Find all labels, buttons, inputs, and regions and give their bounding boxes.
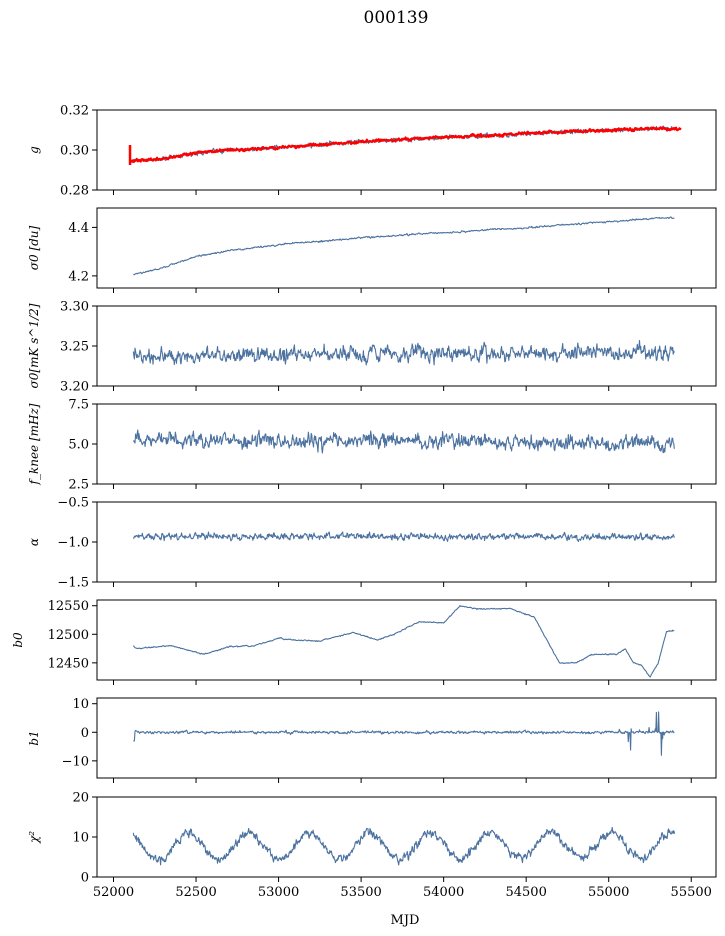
x-tick-label: 54500 <box>505 885 546 900</box>
series-line-chi2 <box>132 826 676 866</box>
figure-title: 000139 <box>364 8 429 28</box>
y-tick-label: 10 <box>72 697 89 712</box>
x-tick-label: 52500 <box>175 885 216 900</box>
series-line-sigma0-mk <box>132 340 675 366</box>
x-tick-label: 55500 <box>671 885 712 900</box>
x-tick-label: 52000 <box>93 885 134 900</box>
x-tick-label: 53000 <box>258 885 299 900</box>
y-tick-label: 4.2 <box>68 269 89 284</box>
y-tick-label: 7.5 <box>68 398 89 413</box>
y-tick-label: −10 <box>62 754 89 769</box>
panel-g: 0.28 0.30 0.32 g <box>27 104 717 199</box>
panel-alpha: −1.5 −1.0 −0.5 α <box>27 496 717 591</box>
y-tick-label: 12550 <box>48 599 89 614</box>
series-line-sigma0-du <box>133 216 675 276</box>
y-tick-label: 3.20 <box>60 380 89 395</box>
axes-frame <box>96 207 717 289</box>
x-tick-label: 53500 <box>340 885 381 900</box>
axes-frame <box>96 501 717 583</box>
series-line-alpha <box>132 531 675 543</box>
y-tick-label: 12500 <box>48 628 89 643</box>
y-tick-label: 10 <box>72 831 89 846</box>
panel-sigma0-du: 4.2 4.4 σ0 [du] <box>27 207 717 293</box>
axes-frame <box>96 599 717 681</box>
y-tick-label: −0.5 <box>57 496 89 511</box>
series-line-fknee <box>132 429 675 454</box>
panel-fknee: 2.5 5.0 7.5 f_knee [mHz] <box>27 398 717 493</box>
y-tick-label: 12450 <box>48 656 89 671</box>
x-axis-label: MJD <box>391 913 420 928</box>
y-axis-label: g <box>27 146 41 154</box>
panel-b1: −10 0 10 b1 <box>27 697 717 783</box>
y-tick-label: 20 <box>72 791 89 806</box>
y-axis-label: σ0[mK s^1/2] <box>27 303 41 388</box>
axes-frame <box>96 109 717 191</box>
series-line-b0 <box>132 605 675 678</box>
y-tick-label: 4.4 <box>68 221 89 236</box>
axes-frame <box>96 305 717 387</box>
panels: 0.28 0.30 0.32 g 4.2 4.4 σ0 [du] 3.20 3.25 3.30 σ0… <box>11 104 717 900</box>
y-axis-label: χ² <box>27 831 41 844</box>
y-tick-label: 0.32 <box>60 104 89 119</box>
y-tick-label: 0.28 <box>60 184 89 199</box>
panel-sigma0-mk: 3.20 3.25 3.30 σ0[mK s^1/2] <box>27 300 717 395</box>
series-line-g-fit <box>129 126 682 163</box>
y-tick-label: −1.0 <box>57 536 89 551</box>
y-tick-label: 3.25 <box>60 340 89 355</box>
y-tick-label: −1.5 <box>57 576 89 591</box>
y-tick-label: 5.0 <box>68 438 89 453</box>
series-line-b1 <box>133 711 675 756</box>
y-tick-label: 0.30 <box>60 144 89 159</box>
y-axis-label: α <box>27 538 41 546</box>
y-tick-label: 2.5 <box>68 478 89 493</box>
y-tick-label: 3.30 <box>60 300 89 315</box>
x-tick-label: 54000 <box>423 885 464 900</box>
panel-b0: 12450 12500 12550 b0 <box>11 599 717 685</box>
y-axis-label: b0 <box>11 632 25 648</box>
y-axis-label: b1 <box>27 730 41 745</box>
axes-frame <box>96 697 717 779</box>
y-tick-label: 0 <box>81 871 89 886</box>
panel-chi2: 0 10 20 52000 52500 53000 53500 54000 54500 55000… <box>27 791 717 900</box>
y-tick-label: 0 <box>81 726 89 741</box>
y-axis-label: σ0 [du] <box>27 225 41 270</box>
x-tick-label: 55000 <box>588 885 629 900</box>
y-axis-label: f_knee [mHz] <box>27 403 41 485</box>
